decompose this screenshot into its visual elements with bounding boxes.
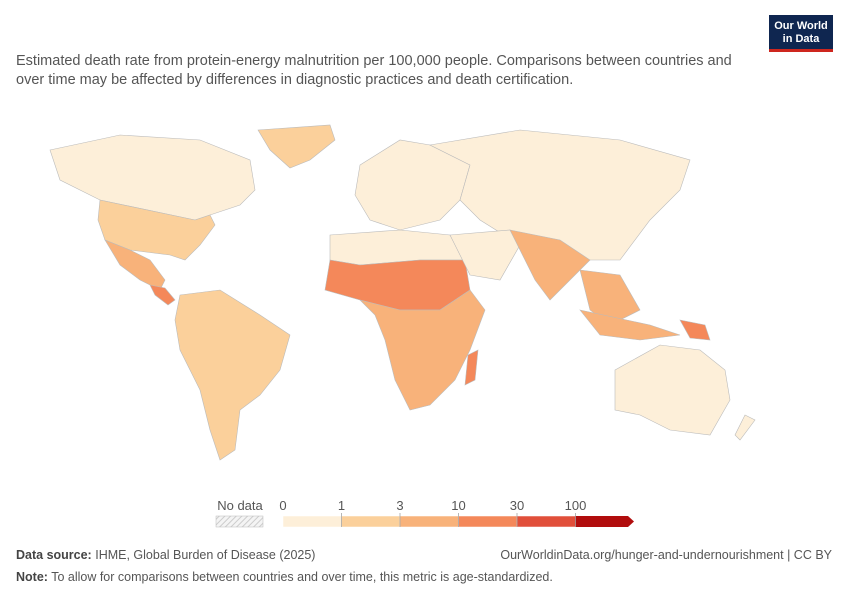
no-data-label: No data [217, 498, 263, 513]
central-america [149, 284, 176, 306]
south-america [174, 289, 291, 461]
legend-bin-label: 0 [279, 498, 286, 513]
subtitle: Estimated death rate from protein-energy… [16, 53, 732, 88]
logo-line: in Data [782, 33, 820, 45]
legend-swatch [458, 515, 518, 528]
note-label: Note: [16, 570, 48, 584]
southeast-asia [579, 269, 641, 326]
papua [679, 319, 711, 341]
new-zealand [734, 414, 756, 441]
legend-swatch [282, 515, 342, 528]
source-label: Data source: [16, 548, 92, 562]
australia [614, 344, 731, 436]
legend-bin-label: 100 [565, 498, 587, 513]
legend-swatch [516, 515, 576, 528]
legend-bin-label: 1 [338, 498, 345, 513]
madagascar [464, 349, 479, 386]
note-text: To allow for comparisons between countri… [51, 570, 553, 584]
source: Data source: IHME, Global Burden of Dise… [16, 548, 315, 562]
legend-swatch [341, 515, 401, 528]
logo[interactable]: Our World in Data [769, 15, 833, 52]
url[interactable]: OurWorldinData.org/hunger-and-undernouri… [500, 548, 832, 562]
legend: No data 0 1 3 10 30 100 [215, 498, 634, 528]
south-asia [509, 229, 591, 301]
indonesia [579, 309, 681, 341]
logo-line: Our World [774, 20, 828, 32]
mexico [104, 239, 166, 291]
legend-bin-label: 10 [451, 498, 465, 513]
legend-swatch [575, 516, 634, 527]
legend-bin-label: 30 [510, 498, 524, 513]
greenland [257, 124, 336, 169]
europe [354, 139, 471, 231]
southern-africa [359, 289, 486, 411]
no-data-swatch [215, 515, 264, 528]
middle-east [449, 229, 521, 281]
note: Note: To allow for comparisons between c… [16, 570, 553, 584]
sahel [324, 259, 471, 311]
world-map [49, 124, 756, 461]
north-america [49, 134, 256, 221]
legend-bin-label: 3 [396, 498, 403, 513]
russia-asia [429, 129, 691, 261]
usa [97, 199, 216, 261]
source-text: IHME, Global Burden of Disease (2025) [95, 548, 316, 562]
legend-swatch [399, 515, 459, 528]
